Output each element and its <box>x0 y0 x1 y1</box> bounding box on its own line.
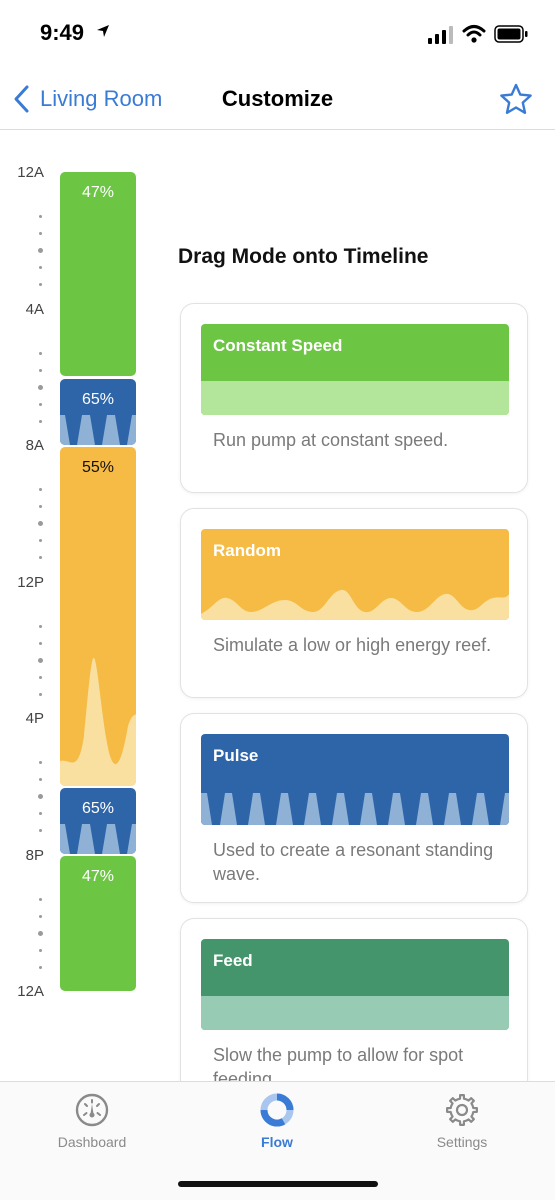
timeline-tick-dot <box>38 777 42 781</box>
tab-bar: Dashboard Flow Settings <box>0 1081 555 1200</box>
pulse-wave-graphic <box>60 415 136 445</box>
mode-card-constant-speed[interactable]: Constant Speed Run pump at constant spee… <box>180 303 528 493</box>
pulse-wave-graphic <box>201 793 509 825</box>
timeline-tick-dot <box>38 812 42 816</box>
timeline-tick-dot <box>38 760 42 764</box>
timeline-label-12p: 12P <box>17 574 44 591</box>
home-indicator <box>178 1181 378 1187</box>
mode-name: Random <box>213 541 281 560</box>
timeline-segment-random[interactable]: 55% <box>60 447 136 786</box>
dashboard-gauge-icon <box>75 1093 109 1127</box>
timeline-tick-dot <box>38 624 42 628</box>
mode-banner-pulse: Pulse <box>201 734 509 825</box>
back-button[interactable]: Living Room <box>12 82 162 116</box>
tab-flow[interactable]: Flow <box>207 1082 347 1162</box>
timeline-label-12a: 12A <box>17 164 44 181</box>
timeline-tick-dot <box>38 556 42 560</box>
wifi-icon <box>462 25 486 43</box>
mode-name: Pulse <box>213 746 259 765</box>
timeline-tick-dot <box>38 914 42 918</box>
mode-name: Feed <box>213 951 253 970</box>
mode-card-random[interactable]: Random Simulate a low or high energy ree… <box>180 508 528 698</box>
timeline-segment-constant[interactable]: 47% <box>60 172 136 376</box>
feed-level-graphic <box>201 996 509 1030</box>
timeline-tick-dot <box>37 248 43 253</box>
random-wave-graphic <box>201 589 509 620</box>
timeline-tick-dot <box>38 675 42 679</box>
favorite-star-button[interactable] <box>498 82 534 118</box>
timeline-tick-dot <box>38 897 42 901</box>
timeline-tick-dot <box>38 965 42 969</box>
status-bar: 9:49 <box>0 0 555 70</box>
star-icon <box>500 83 532 114</box>
battery-icon <box>494 25 528 43</box>
timeline-tick-dot <box>37 794 43 799</box>
mode-banner-feed: Feed <box>201 939 509 1030</box>
timeline-tick-dot <box>38 641 42 645</box>
mode-description: Used to create a resonant standing wave. <box>213 840 494 884</box>
tab-label: Flow <box>261 1134 293 1150</box>
timeline-label-4a: 4A <box>25 301 44 318</box>
timeline-tick-dot <box>37 930 43 936</box>
tab-label: Dashboard <box>57 1134 127 1150</box>
timeline-tick-dot <box>38 283 42 287</box>
flow-ring-icon <box>260 1093 294 1127</box>
tab-settings[interactable]: Settings <box>392 1082 532 1162</box>
constant-level-graphic <box>201 381 509 415</box>
page-title: Customize <box>0 86 555 112</box>
back-label: Living Room <box>40 86 163 111</box>
timeline-tick-dot <box>38 692 42 696</box>
timeline[interactable]: 12A 4A 8A 12P 4P 8P 12A 47% 65% 55% 65% … <box>0 130 160 1080</box>
mode-description: Run pump at constant speed. <box>213 430 449 450</box>
timeline-tick-dot <box>37 657 43 663</box>
segment-value: 47% <box>81 868 115 885</box>
mode-banner-random: Random <box>201 529 509 620</box>
mode-description: Simulate a low or high energy reef. <box>213 635 492 655</box>
timeline-segment-pulse[interactable]: 65% <box>60 788 136 854</box>
timeline-tick-dot <box>38 351 42 355</box>
timeline-tick-dot <box>38 266 42 270</box>
timeline-tick-dot <box>38 214 42 218</box>
timeline-tick-dot <box>38 829 42 833</box>
timeline-tick-dot <box>38 487 42 491</box>
status-time: 9:49 <box>40 20 85 45</box>
chevron-left-icon <box>14 85 29 113</box>
segment-value: 55% <box>81 459 115 476</box>
segment-value: 65% <box>81 391 115 408</box>
timeline-tick-dot <box>38 368 42 372</box>
timeline-tick-dot <box>38 419 42 423</box>
mode-banner-constant-speed: Constant Speed <box>201 324 509 415</box>
gear-icon <box>446 1094 478 1126</box>
segment-value: 65% <box>81 800 115 817</box>
random-wave-graphic <box>60 657 136 786</box>
timeline-label-8p: 8P <box>25 847 44 864</box>
timeline-label-4p: 4P <box>25 710 44 727</box>
mode-card-pulse[interactable]: Pulse Used to create a resonant standing… <box>180 713 528 903</box>
location-arrow-icon <box>97 25 109 37</box>
timeline-tick-dot <box>38 402 42 406</box>
navigation-bar: Living Room Customize <box>0 70 555 130</box>
mode-name: Constant Speed <box>213 336 343 355</box>
timeline-segment-pulse[interactable]: 65% <box>60 379 136 445</box>
timeline-label-12a-end: 12A <box>17 983 44 1000</box>
timeline-tick-dot <box>38 504 42 508</box>
segment-value: 47% <box>81 184 115 201</box>
tab-dashboard[interactable]: Dashboard <box>22 1082 162 1162</box>
timeline-label-8a: 8A <box>25 437 44 454</box>
timeline-tick-dot <box>38 948 42 952</box>
pulse-wave-graphic <box>60 824 136 854</box>
timeline-tick-dot <box>37 384 43 390</box>
timeline-tick-dot <box>38 231 42 235</box>
tab-label: Settings <box>436 1134 488 1150</box>
timeline-tick-dot <box>37 521 43 526</box>
timeline-tick-dot <box>38 539 42 543</box>
page-title-text: Customize <box>221 86 334 111</box>
panel-title: Drag Mode onto Timeline <box>178 245 429 268</box>
cellular-signal-icon <box>428 26 453 44</box>
timeline-segment-constant[interactable]: 47% <box>60 856 136 991</box>
